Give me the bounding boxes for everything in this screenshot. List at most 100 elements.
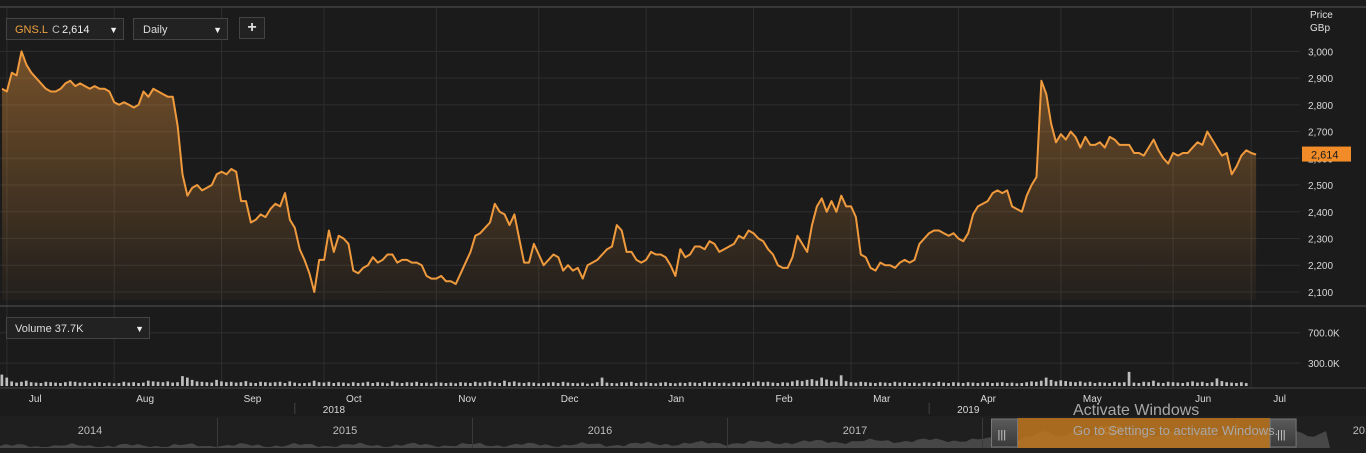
volume-bar	[312, 380, 316, 386]
volume-bar	[913, 382, 916, 386]
volume-tick-label: 300.0K	[1308, 359, 1340, 370]
navigator-left-handle[interactable]	[991, 418, 1018, 448]
volume-bar	[1196, 382, 1199, 386]
volume-bar	[361, 382, 365, 386]
volume-bar	[693, 382, 697, 386]
volume-bar	[395, 382, 399, 386]
volume-bar	[1166, 381, 1170, 386]
volume-bar	[742, 383, 745, 386]
volume-bar	[688, 382, 692, 386]
volume-bar	[469, 383, 472, 386]
volume-bar	[322, 382, 326, 386]
volume-bar	[537, 383, 540, 386]
volume-bar	[1205, 383, 1209, 386]
month-tick-label: Apr	[980, 394, 996, 405]
volume-bar	[439, 382, 443, 386]
add-indicator-button[interactable]: +	[239, 17, 265, 39]
volume-bar	[390, 381, 394, 386]
volume-bar	[669, 383, 672, 386]
volume-selector[interactable]: Volume 37.7K ▼	[6, 317, 150, 339]
volume-bar	[1039, 380, 1043, 386]
volume-bar	[161, 382, 165, 386]
volume-bar	[249, 382, 253, 386]
navigator-selected-window[interactable]	[1017, 418, 1271, 448]
volume-bar	[1147, 382, 1150, 386]
volume-value: 37.7K	[54, 323, 84, 335]
volume-bar	[830, 380, 833, 386]
volume-bar	[234, 382, 238, 386]
volume-bar	[1025, 382, 1028, 386]
navigator-right-handle[interactable]	[1269, 418, 1297, 448]
volume-bar	[356, 383, 360, 386]
volume-bar	[112, 383, 116, 386]
volume-bar	[659, 382, 662, 386]
volume-bar	[1142, 381, 1146, 386]
volume-bar	[986, 382, 989, 386]
volume-bar	[776, 383, 780, 386]
interval-label: Daily	[143, 24, 168, 36]
volume-bar	[1078, 381, 1082, 386]
volume-bar	[508, 382, 511, 386]
volume-bar	[683, 383, 687, 386]
volume-bar	[171, 382, 174, 386]
volume-bar	[713, 382, 716, 386]
volume-axis: 700.0K 300.0K	[1308, 329, 1340, 370]
volume-bar	[625, 382, 628, 386]
volume-bar	[107, 382, 111, 386]
volume-bar	[971, 382, 975, 386]
volume-bar	[332, 383, 336, 386]
volume-bar	[366, 381, 370, 386]
month-tick-label: Jun	[1195, 394, 1211, 405]
price-series-line[interactable]	[1, 50, 1257, 293]
month-tick-label: May	[1083, 394, 1102, 405]
volume-bar	[1035, 381, 1038, 386]
volume-bar	[24, 380, 28, 386]
volume-bar	[444, 383, 448, 386]
volume-bar	[1113, 381, 1116, 386]
chevron-down-icon: ▼	[213, 25, 222, 35]
volume-bar	[854, 382, 858, 386]
navigator-year-label: 2015	[333, 425, 357, 437]
volume-bar	[220, 381, 223, 386]
volume-bar	[532, 382, 536, 386]
volume-bar	[527, 382, 531, 386]
volume-bar	[434, 382, 438, 386]
volume-bar	[752, 382, 755, 386]
price-tick-label: 2,200	[1308, 261, 1333, 272]
volume-bar	[654, 383, 658, 386]
volume-bar	[591, 383, 594, 386]
volume-bar	[1122, 382, 1126, 386]
volume-bar	[1235, 383, 1238, 386]
volume-bar	[795, 380, 799, 386]
volume-bar	[644, 382, 648, 386]
volume-bar	[600, 377, 604, 386]
volume-bar	[400, 383, 404, 386]
interval-dropdown[interactable]: Daily ▼	[133, 18, 228, 40]
time-axis: Jul Aug Sep Oct Nov Dec Jan Feb Mar Apr May Jun Jul 2…	[29, 394, 1286, 416]
volume-bar	[1020, 383, 1024, 386]
volume-bar	[1240, 382, 1243, 386]
symbol-selector[interactable]: GNS.L C 2,614 ▼	[6, 18, 124, 40]
volume-bar	[1210, 382, 1214, 386]
volume-bar	[205, 382, 209, 386]
close-value: 2,614	[61, 24, 90, 36]
volume-bar	[937, 381, 941, 386]
navigator-right-grip-icon: |||	[1277, 429, 1286, 441]
range-navigator[interactable]: 201420152016201720182019 ||| |||	[0, 416, 1366, 453]
volume-bar	[1030, 381, 1033, 386]
volume-bar	[420, 383, 423, 386]
volume-bar	[117, 383, 121, 386]
volume-bar	[649, 383, 653, 386]
volume-bar	[1152, 380, 1155, 386]
volume-bar	[54, 382, 57, 386]
volume-bar	[429, 383, 433, 386]
volume-bar	[44, 381, 48, 386]
volume-bar	[634, 383, 638, 386]
volume-bar	[405, 382, 409, 386]
volume-bar	[298, 383, 301, 386]
volume-bar	[386, 383, 389, 386]
volume-bar	[1088, 381, 1092, 386]
volume-bar	[166, 381, 170, 386]
volume-bar	[722, 382, 726, 386]
